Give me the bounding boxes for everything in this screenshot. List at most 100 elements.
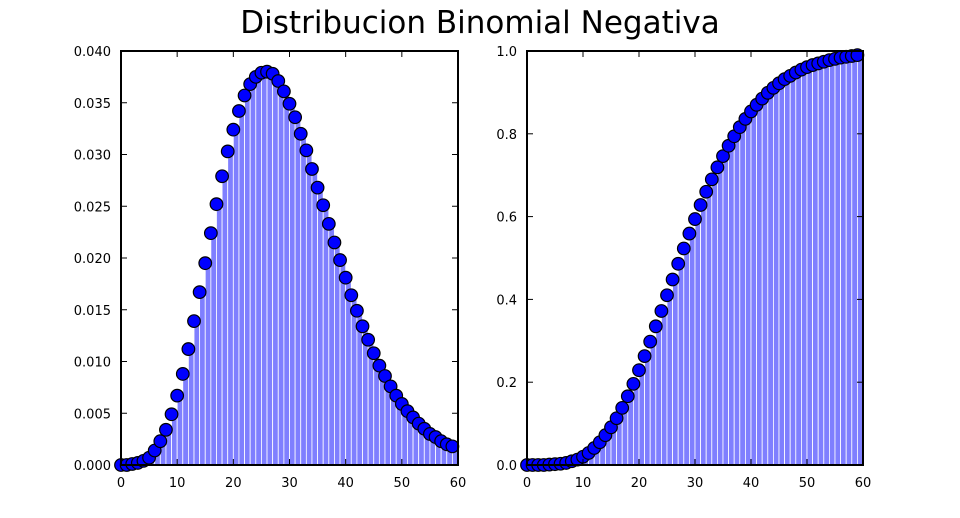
pmf-point: [220, 144, 235, 159]
cdf-bar: [851, 55, 858, 466]
pmf-point: [305, 162, 319, 176]
cdf-x-tick-label: 20: [631, 476, 648, 491]
cdf-bar: [801, 69, 808, 466]
cdf-bar: [840, 57, 847, 466]
cdf-point: [693, 198, 708, 212]
pmf-bar: [199, 291, 206, 466]
pmf-point: [271, 74, 286, 88]
cdf-bar: [795, 72, 802, 466]
cdf-bar: [733, 135, 741, 466]
pmf-y-tick-label: 0.040: [74, 45, 111, 60]
pmf-point: [209, 197, 224, 212]
pmf-y-tick-label: 0.035: [74, 97, 111, 112]
pmf-bar: [345, 277, 352, 466]
pmf-x-tick-label: 10: [169, 476, 186, 491]
cdf-bar: [672, 279, 679, 466]
cdf-bar: [689, 233, 696, 466]
cdf-x-tick-label: 60: [855, 476, 872, 491]
pmf-bar: [227, 150, 234, 466]
cdf-y-tick-label: 0.8: [496, 128, 517, 143]
pmf-point: [372, 358, 387, 373]
pmf-point: [378, 369, 392, 383]
pmf-bar: [362, 325, 369, 466]
pmf-bar: [305, 149, 313, 466]
pmf-bar: [311, 168, 318, 466]
pmf-bar: [244, 95, 251, 466]
cdf-bar: [683, 248, 690, 466]
pmf-bar: [210, 232, 217, 466]
pmf-bar: [176, 395, 184, 466]
pmf-bar: [216, 203, 223, 466]
pmf-bar: [221, 175, 229, 466]
pmf-point: [310, 180, 325, 195]
pmf-y-tick-label: 0.030: [74, 149, 111, 164]
cdf-x-tick-label: 30: [687, 476, 704, 491]
cdf-point: [660, 288, 674, 303]
cdf-bar: [761, 98, 769, 466]
pmf-x-tick-label: 50: [394, 476, 411, 491]
pmf-point: [333, 253, 347, 267]
pmf-point: [327, 235, 342, 250]
pmf-panel: 0 10 20 30 40 50 60 0.000 0.005 0.010 0.015 0.020 0.…: [74, 45, 466, 491]
cdf-bar: [834, 58, 841, 466]
pmf-point: [361, 332, 376, 347]
cdf-bar: [773, 87, 780, 466]
pmf-bar: [300, 133, 307, 466]
pmf-y-tick-label: 0.025: [74, 200, 111, 215]
pmf-bar: [272, 73, 279, 466]
cdf-bar: [694, 218, 701, 466]
cdf-point: [637, 349, 652, 364]
cdf-point: [632, 363, 646, 378]
pmf-point: [355, 319, 370, 334]
pmf-point: [164, 407, 179, 422]
cdf-x-tick-label: 50: [799, 476, 816, 491]
pmf-point: [181, 342, 196, 356]
pmf-point: [350, 303, 364, 318]
cdf-y-tick-label: 0.2: [496, 376, 517, 391]
pmf-point: [153, 434, 168, 449]
pmf-bar: [266, 71, 274, 466]
cdf-bar: [829, 59, 836, 466]
cdf-bar: [750, 111, 757, 466]
cdf-point: [682, 226, 697, 241]
cdf-bar: [705, 191, 713, 466]
pmf-x-tick-label: 20: [225, 476, 242, 491]
pmf-point: [288, 110, 303, 125]
chart-title: Distribucion Binomial Negativa: [240, 5, 719, 41]
pmf-point: [282, 96, 297, 111]
pmf-point: [192, 285, 207, 300]
cdf-point: [615, 400, 630, 415]
cdf-point: [620, 389, 635, 404]
pmf-point: [276, 84, 291, 99]
pmf-point: [237, 88, 252, 103]
pmf-bar: [171, 413, 178, 466]
pmf-y-tick-label: 0.015: [74, 304, 111, 319]
cdf-bar: [655, 325, 662, 466]
cdf-point: [704, 172, 719, 187]
cdf-bar: [767, 92, 774, 466]
cdf-bar: [677, 263, 685, 466]
cdf-bar: [649, 341, 657, 466]
pmf-point: [203, 226, 218, 241]
pmf-bar: [261, 72, 268, 466]
pmf-y-tick-label: 0.000: [74, 459, 111, 474]
cdf-panel: 0 10 20 30 40 50 60 0.0 0.2 0.4 0.6 0.8 1.0: [496, 45, 871, 491]
cdf-bar: [717, 166, 724, 466]
pmf-x-tick-label: 40: [337, 476, 354, 491]
cdf-x-tick-label: 40: [743, 476, 760, 491]
cdf-point: [710, 160, 725, 175]
pmf-point: [159, 422, 173, 437]
cdf-point: [665, 272, 680, 287]
pmf-point: [316, 198, 331, 213]
cdf-bar: [778, 82, 785, 466]
pmf-bar: [356, 310, 363, 466]
pmf-bar: [294, 116, 302, 466]
cdf-y-tick-label: 0.0: [496, 459, 517, 474]
cdf-bar: [666, 294, 673, 466]
cdf-bar: [722, 155, 729, 466]
cdf-bar: [823, 61, 830, 466]
pmf-bar: [289, 103, 296, 466]
pmf-bar: [283, 90, 290, 466]
cdf-bar: [728, 145, 735, 466]
